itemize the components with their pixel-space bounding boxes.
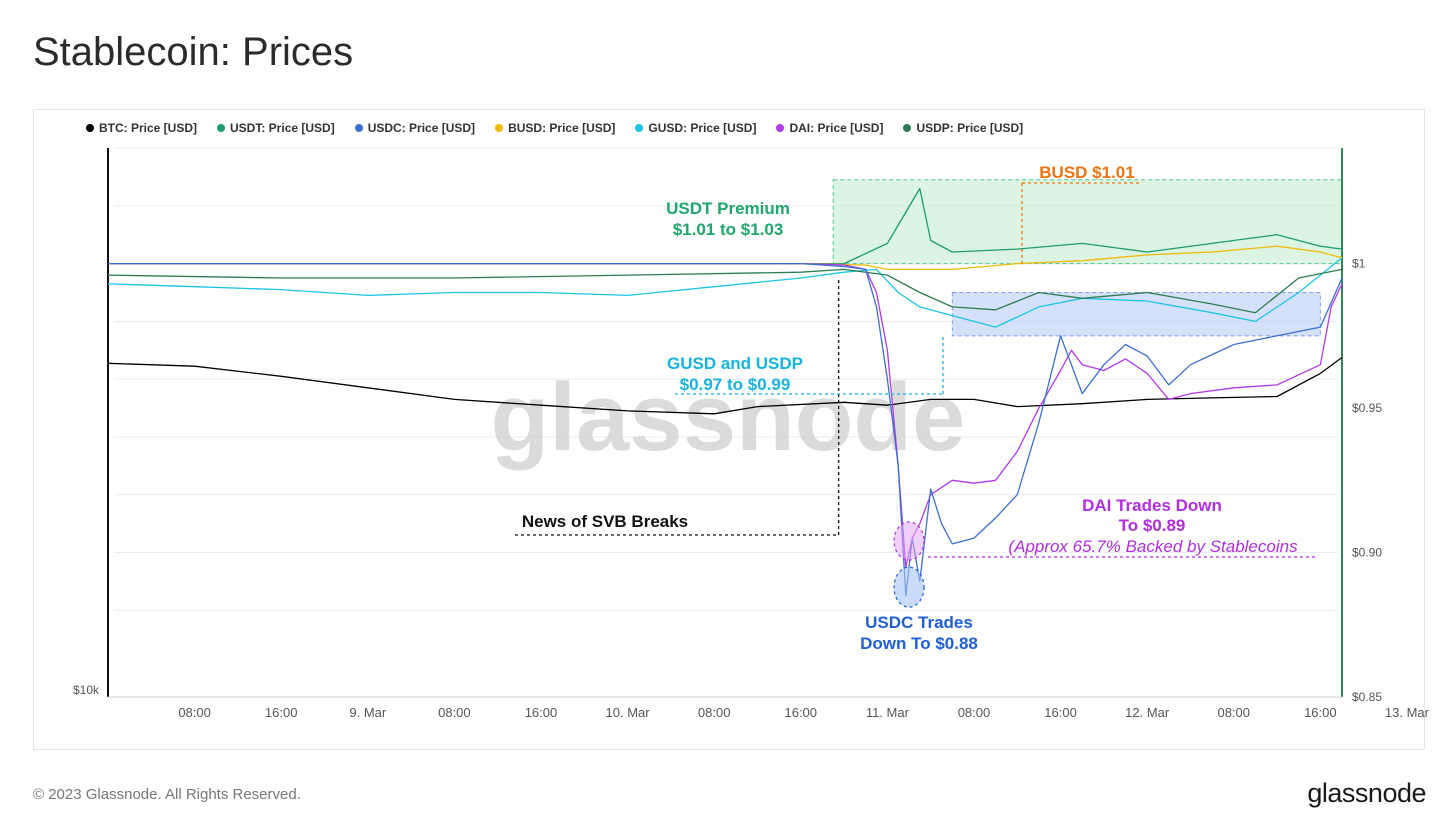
- legend-marker: [354, 124, 363, 132]
- dai-low-highlight: [893, 521, 925, 561]
- annotation-usdc: Down To $0.88: [860, 634, 978, 653]
- legend-marker: [86, 124, 94, 132]
- legend-label: GUSD: Price [USD]: [648, 121, 757, 135]
- x-tick-label: 13. Mar: [1385, 705, 1430, 720]
- annotation-dai: DAI Trades Down: [1082, 496, 1222, 515]
- y-tick-label-right: $0.85: [1352, 690, 1382, 704]
- annotation-gusd: GUSD and USDP: [667, 354, 803, 373]
- legend-label: BTC: Price [USD]: [99, 121, 198, 135]
- legend-item-usdc[interactable]: USDC: Price [USD]: [354, 121, 476, 135]
- copyright-text: © 2023 Glassnode. All Rights Reserved.: [33, 786, 301, 803]
- x-tick-label: 9. Mar: [349, 705, 387, 720]
- usdt-premium-region: [832, 179, 1343, 265]
- annotation-dai: To $0.89: [1119, 516, 1186, 535]
- annotation-svb: News of SVB Breaks: [522, 512, 688, 531]
- legend-marker: [635, 124, 644, 132]
- glassnode-logo[interactable]: glassnode: [1307, 778, 1426, 808]
- legend-label: USDC: Price [USD]: [367, 121, 476, 135]
- page-title: Stablecoin: Prices: [33, 30, 354, 74]
- y-tick-label-left: $10k: [73, 683, 100, 697]
- gusd-usdp-region: [951, 291, 1321, 337]
- x-tick-label: 08:00: [958, 705, 991, 720]
- x-tick-label: 16:00: [1304, 705, 1337, 720]
- usdc-low-highlight: [893, 566, 925, 608]
- y-tick-label-right: $1: [1352, 257, 1366, 271]
- x-tick-label: 16:00: [265, 705, 298, 720]
- legend-item-usdp[interactable]: USDP: Price [USD]: [903, 121, 1023, 135]
- x-tick-label: 08:00: [698, 705, 731, 720]
- legend-marker: [903, 124, 912, 132]
- y-tick-label-right: $0.95: [1352, 401, 1382, 415]
- y-tick-label-right: $0.90: [1352, 546, 1382, 560]
- annotation-gusd: $0.97 to $0.99: [680, 375, 791, 394]
- legend-item-btc[interactable]: BTC: Price [USD]: [86, 121, 197, 135]
- x-tick-label: 11. Mar: [866, 705, 910, 720]
- series-line-dai: [108, 262, 1343, 568]
- legend-label: USDT: Price [USD]: [230, 121, 335, 135]
- series-line-usdc: [108, 262, 1343, 597]
- annotation-usdc: USDC Trades: [865, 613, 973, 632]
- x-tick-label: 08:00: [178, 705, 211, 720]
- legend-label: BUSD: Price [USD]: [508, 121, 616, 135]
- series-line-btc: [107, 356, 1343, 415]
- legend-item-gusd[interactable]: GUSD: Price [USD]: [635, 121, 756, 135]
- legend-item-usdt[interactable]: USDT: Price [USD]: [217, 121, 335, 135]
- legend-marker: [495, 124, 504, 132]
- series-line-usdp: [107, 268, 1343, 314]
- x-tick-label: 08:00: [1217, 705, 1250, 720]
- legend-marker: [776, 124, 785, 132]
- x-tick-label: 08:00: [438, 705, 471, 720]
- x-tick-label: 16:00: [1044, 705, 1077, 720]
- series-line-busd: [108, 245, 1343, 271]
- legend-label: USDP: Price [USD]: [916, 121, 1024, 135]
- annotation-dai_backing: (Approx 65.7% Backed by Stablecoins: [1008, 537, 1298, 556]
- x-tick-label: 16:00: [525, 705, 558, 720]
- annotation-usdt: USDT Premium: [666, 199, 790, 218]
- legend-marker: [217, 124, 226, 132]
- legend-item-busd[interactable]: BUSD: Price [USD]: [495, 121, 615, 135]
- legend-item-dai[interactable]: DAI: Price [USD]: [776, 121, 883, 135]
- x-tick-label: 12. Mar: [1125, 705, 1170, 720]
- chart-legend: BTC: Price [USD] USDT: Price [USD] USDC:…: [86, 121, 1023, 135]
- annotation-busd: BUSD $1.01: [1039, 163, 1134, 182]
- series-line-gusd: [107, 257, 1343, 328]
- legend-label: DAI: Price [USD]: [789, 121, 884, 135]
- annotation-usdt: $1.01 to $1.03: [673, 220, 784, 239]
- x-tick-label: 10. Mar: [606, 705, 651, 720]
- x-tick-label: 16:00: [784, 705, 817, 720]
- watermark: glassnode: [491, 364, 966, 471]
